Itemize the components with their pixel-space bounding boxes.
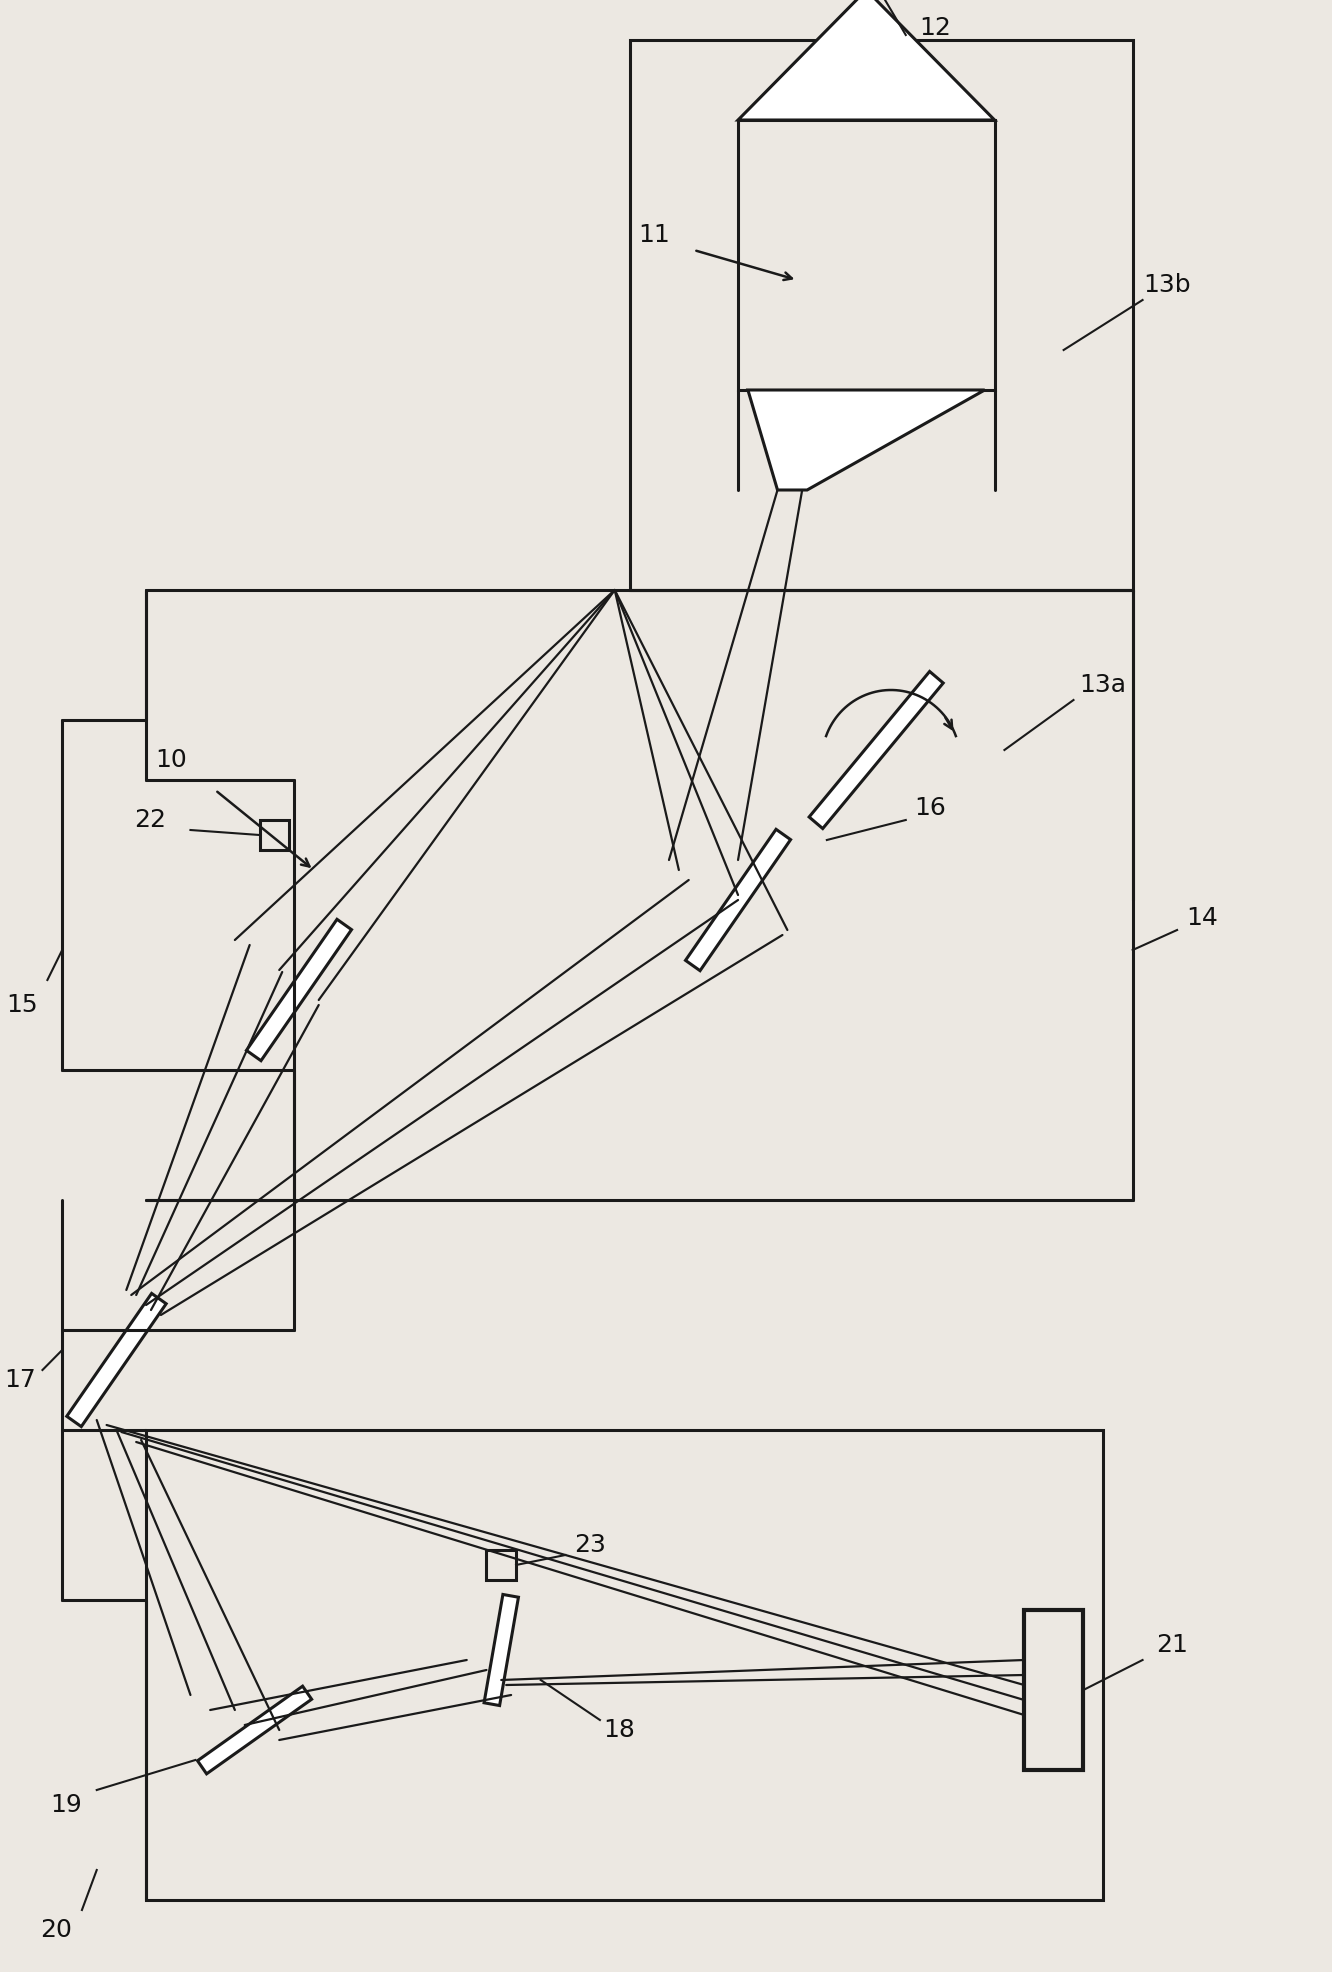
Text: 13b: 13b	[1143, 272, 1191, 298]
Text: 13a: 13a	[1080, 672, 1127, 696]
Text: 19: 19	[51, 1793, 83, 1816]
Text: 12: 12	[919, 16, 951, 39]
Polygon shape	[747, 390, 984, 489]
Text: 14: 14	[1185, 905, 1217, 931]
Text: 10: 10	[155, 747, 186, 771]
Polygon shape	[246, 919, 352, 1061]
Polygon shape	[197, 1686, 312, 1775]
Text: 11: 11	[638, 223, 670, 246]
Bar	[1024, 1609, 1083, 1771]
Bar	[147, 1430, 1103, 1899]
Text: 17: 17	[4, 1369, 36, 1392]
Polygon shape	[484, 1595, 518, 1706]
Bar	[630, 39, 1132, 590]
Text: 21: 21	[1156, 1633, 1188, 1656]
Text: 23: 23	[574, 1532, 606, 1558]
Text: 15: 15	[5, 994, 37, 1018]
Text: 18: 18	[603, 1718, 635, 1741]
Text: 16: 16	[915, 797, 946, 820]
Polygon shape	[686, 830, 791, 970]
Polygon shape	[809, 670, 943, 828]
Text: 22: 22	[133, 809, 165, 832]
Bar	[260, 820, 289, 850]
Polygon shape	[67, 1294, 166, 1426]
Bar	[486, 1550, 515, 1580]
Bar	[738, 120, 995, 390]
Text: 20: 20	[40, 1919, 72, 1942]
Polygon shape	[738, 0, 995, 120]
